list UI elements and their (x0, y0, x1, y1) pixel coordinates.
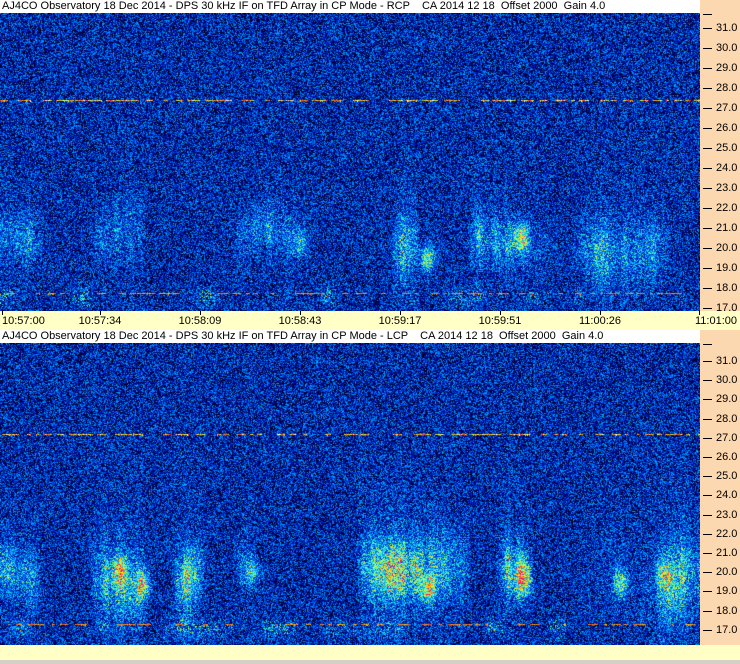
freq-tick-label: 18.0 (716, 605, 738, 617)
freq-tick (703, 534, 712, 535)
freq-tick (703, 128, 712, 129)
freq-tick-label: 24.0 (716, 489, 738, 501)
time-tick (500, 311, 501, 315)
freq-tick-label: 23.0 (716, 182, 738, 194)
freq-tick-label: 17.0 (716, 624, 738, 636)
time-tick (200, 311, 201, 315)
freq-tick-label: 26.0 (716, 451, 738, 463)
freq-tick (703, 476, 712, 477)
freq-tick (703, 68, 712, 69)
freq-tick-label: 19.0 (716, 262, 738, 274)
freq-tick (703, 168, 712, 169)
time-axis-bottom-cropped (0, 645, 740, 660)
freq-tick (703, 457, 712, 458)
time-axis: 10:57:00 10:57:34 10:58:09 10:58:43 10:59:17… (0, 311, 740, 330)
time-tick (400, 311, 401, 315)
freq-tick (703, 48, 712, 49)
freq-tick-label: 18.0 (716, 282, 738, 294)
freq-tick-label: 24.0 (716, 162, 738, 174)
freq-tick (703, 553, 712, 554)
time-tick-label: 11:00:26 (578, 315, 622, 327)
time-tick-label: 10:58:09 (178, 315, 222, 327)
freq-tick (703, 228, 712, 229)
spectrogram-lcp (0, 343, 700, 645)
freq-tick-label: 29.0 (716, 62, 738, 74)
freq-axis-rcp: 31.0 30.0 29.0 28.0 27.0 26.0 25.0 24.0 23.0 22.0… (700, 13, 740, 314)
time-tick (600, 311, 601, 315)
time-tick-label: 10:58:43 (278, 315, 322, 327)
freq-tick (703, 188, 712, 189)
freq-tick-label: 25.0 (716, 470, 738, 482)
time-tick-label: 11:01:00 (694, 315, 737, 327)
freq-tick (703, 14, 712, 15)
spectrogram-rcp (0, 13, 700, 311)
freq-tick (703, 611, 712, 612)
freq-tick-label: 26.0 (716, 122, 738, 134)
freq-tick (703, 630, 712, 631)
freq-tick-label: 30.0 (716, 42, 738, 54)
freq-tick-label: 28.0 (716, 82, 738, 94)
freq-tick-label: 19.0 (716, 585, 738, 597)
window-footer-strip (0, 660, 740, 664)
time-tick-label: 10:57:00 (2, 315, 45, 327)
freq-tick-label: 30.0 (716, 374, 738, 386)
time-tick (300, 311, 301, 315)
freq-tick (703, 515, 712, 516)
time-tick (699, 311, 700, 315)
time-tick (2, 311, 3, 315)
freq-tick-label: 20.0 (716, 566, 738, 578)
freq-tick-label: 20.0 (716, 242, 738, 254)
freq-tick (703, 495, 712, 496)
time-tick (100, 311, 101, 315)
freq-tick (703, 380, 712, 381)
freq-tick-label: 28.0 (716, 413, 738, 425)
freq-tick (703, 591, 712, 592)
freq-axis-corner-lcp (700, 330, 740, 343)
freq-tick-label: 29.0 (716, 393, 738, 405)
panel-title-lcp: AJ4CO Observatory 18 Dec 2014 - DPS 30 k… (0, 330, 700, 343)
freq-tick-label: 31.0 (716, 355, 738, 367)
time-tick-label: 10:59:51 (478, 315, 522, 327)
freq-tick (703, 28, 712, 29)
freq-axis-corner-rcp (700, 0, 740, 13)
freq-tick (703, 88, 712, 89)
freq-tick (703, 344, 712, 345)
panel-title-rcp: AJ4CO Observatory 18 Dec 2014 - DPS 30 k… (0, 0, 700, 13)
freq-tick-label: 23.0 (716, 509, 738, 521)
freq-tick-label: 25.0 (716, 142, 738, 154)
freq-tick (703, 361, 712, 362)
freq-tick-label: 27.0 (716, 432, 738, 444)
freq-tick (703, 148, 712, 149)
freq-tick-label: 21.0 (716, 222, 738, 234)
time-tick-label: 10:57:34 (78, 315, 122, 327)
freq-tick (703, 208, 712, 209)
freq-tick (703, 399, 712, 400)
freq-tick (703, 438, 712, 439)
time-tick-label: 10:59:17 (378, 315, 422, 327)
freq-tick-label: 21.0 (716, 547, 738, 559)
freq-tick (703, 268, 712, 269)
freq-tick (703, 108, 712, 109)
freq-tick (703, 308, 712, 309)
freq-tick (703, 572, 712, 573)
freq-tick-label: 22.0 (716, 528, 738, 540)
freq-tick (703, 419, 712, 420)
freq-tick (703, 248, 712, 249)
freq-axis-lcp: 31.0 30.0 29.0 28.0 27.0 26.0 25.0 24.0 23.0 22.0… (700, 343, 740, 645)
freq-tick-label: 27.0 (716, 102, 738, 114)
freq-tick-label: 22.0 (716, 202, 738, 214)
freq-tick-label: 31.0 (716, 22, 738, 34)
freq-tick (703, 288, 712, 289)
